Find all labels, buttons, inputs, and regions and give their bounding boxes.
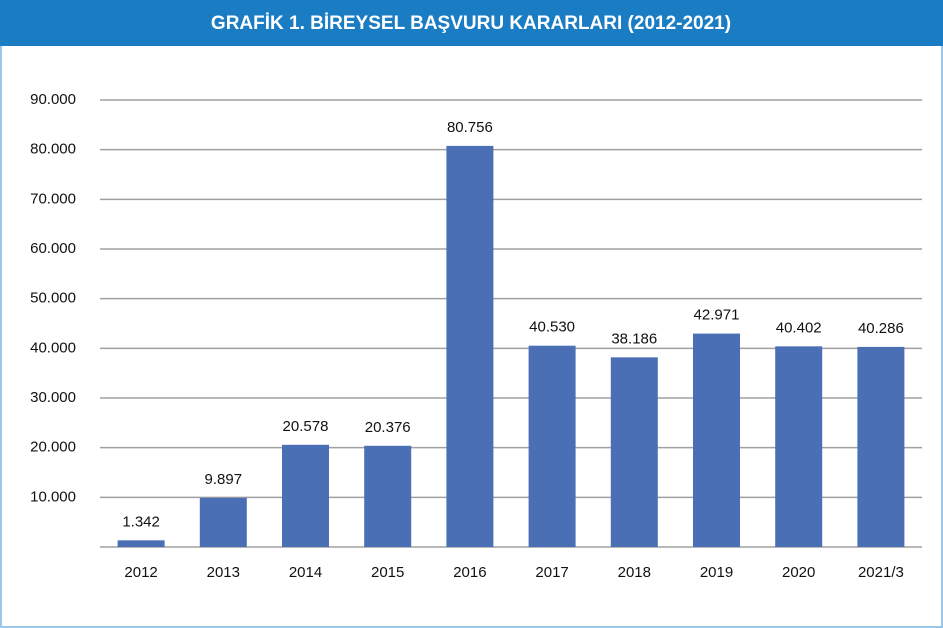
x-tick-label: 2017 xyxy=(535,564,568,581)
bar xyxy=(199,497,247,547)
y-tick-label: 80.000 xyxy=(30,141,76,158)
value-label: 20.578 xyxy=(283,418,329,435)
x-tick-label: 2018 xyxy=(618,564,651,581)
value-label: 38.186 xyxy=(611,330,657,347)
value-label: 20.376 xyxy=(365,419,411,436)
value-label: 42.971 xyxy=(694,307,740,324)
x-tick-label: 2019 xyxy=(700,564,733,581)
value-label: 1.342 xyxy=(122,513,160,530)
x-tick-label: 2016 xyxy=(453,564,486,581)
bar xyxy=(364,445,412,547)
y-tick-label: 60.000 xyxy=(30,240,76,257)
value-label: 40.402 xyxy=(776,319,822,336)
bar xyxy=(117,540,165,547)
y-tick-label: 40.000 xyxy=(30,339,76,356)
y-tick-label: 10.000 xyxy=(30,488,76,505)
bar xyxy=(282,444,329,547)
value-label: 80.756 xyxy=(447,119,493,136)
bar xyxy=(528,345,576,547)
y-tick-label: 50.000 xyxy=(30,290,76,307)
bar xyxy=(775,346,823,547)
value-label: 40.530 xyxy=(529,319,575,336)
chart-title: GRAFİK 1. BİREYSEL BAŞVURU KARARLARI (20… xyxy=(211,13,731,34)
y-tick-label: 70.000 xyxy=(30,190,76,207)
x-tick-label: 2013 xyxy=(207,564,240,581)
y-tick-label: 20.000 xyxy=(30,439,76,456)
value-label: 40.286 xyxy=(858,320,904,337)
y-tick-label: 90.000 xyxy=(30,91,76,108)
y-tick-label: 30.000 xyxy=(30,389,76,406)
title-bar xyxy=(0,0,943,46)
x-tick-label: 2020 xyxy=(782,564,815,581)
bar xyxy=(446,145,494,547)
x-tick-label: 2012 xyxy=(124,564,157,581)
x-tick-label: 2021/3 xyxy=(858,564,904,581)
x-tick-label: 2015 xyxy=(371,564,404,581)
bar xyxy=(693,333,740,547)
bar xyxy=(610,357,658,547)
x-tick-label: 2014 xyxy=(289,564,322,581)
value-label: 9.897 xyxy=(205,471,243,488)
bar xyxy=(857,346,905,547)
